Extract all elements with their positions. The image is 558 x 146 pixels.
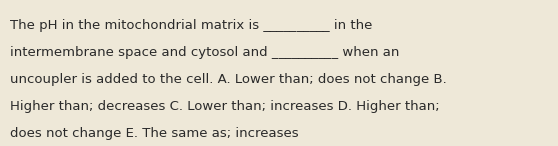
Text: does not change E. The same as; increases: does not change E. The same as; increase… <box>10 127 299 140</box>
Text: The pH in the mitochondrial matrix is __________ in the: The pH in the mitochondrial matrix is __… <box>10 19 372 32</box>
Text: uncoupler is added to the cell. A. Lower than; does not change B.: uncoupler is added to the cell. A. Lower… <box>10 73 447 86</box>
Text: Higher than; decreases C. Lower than; increases D. Higher than;: Higher than; decreases C. Lower than; in… <box>10 100 440 113</box>
Text: intermembrane space and cytosol and __________ when an: intermembrane space and cytosol and ____… <box>10 46 400 59</box>
